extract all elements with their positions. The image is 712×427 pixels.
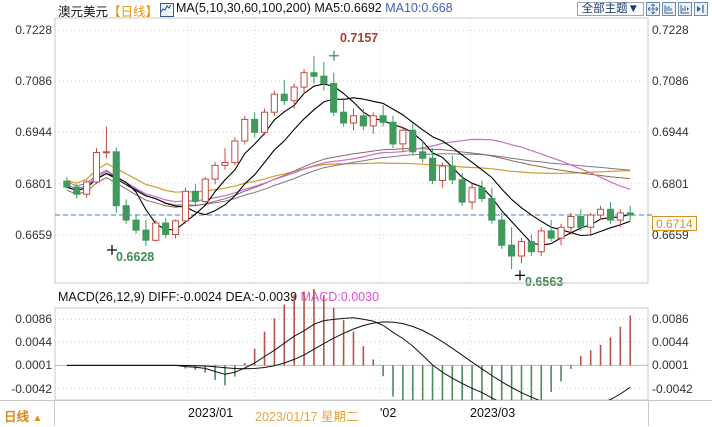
macd-axis-label: -0.0042 — [11, 381, 52, 396]
date-axis-label: 2023/01/17 星期二 — [255, 410, 359, 424]
date-axis-label: 2023/03 — [470, 406, 516, 420]
fit-vertical-icon[interactable] — [662, 2, 676, 16]
date-axis-divider-right — [648, 400, 649, 426]
price-axis-label: 0.6801 — [652, 176, 689, 191]
fit-scale-icon[interactable] — [678, 2, 692, 16]
period-tag-label: 日线 — [4, 410, 30, 424]
ma-legend: MA(5,10,30,60,100,200) MA5:0.6692 MA10:0… — [176, 1, 453, 15]
price-axis-label: 0.7228 — [15, 23, 52, 38]
price-axis-label: 0.7228 — [652, 23, 689, 38]
grid-lines — [54, 17, 649, 401]
ma10-value: MA10:0.668 — [385, 1, 453, 15]
ma-line-icon — [160, 3, 174, 17]
macd-diff: DIFF:-0.0024 — [148, 290, 222, 304]
macd-axis-label: 0.0086 — [15, 312, 52, 327]
macd-axis-label: 0.0044 — [15, 335, 52, 350]
price-axis-label: 0.6944 — [15, 125, 52, 140]
chart-header: 澳元美元【日线】 — [0, 0, 712, 20]
macd-plot — [55, 288, 648, 426]
high-price-annotation: 0.7157 — [340, 31, 379, 45]
crosshair-move-icon[interactable] — [646, 2, 660, 16]
macd-axis-label: 0.0001 — [652, 358, 689, 373]
macd-title: MACD(26,12,9) — [58, 290, 145, 304]
price-axis-label: 0.6659 — [652, 227, 689, 242]
theme-selector-button[interactable]: 全部主题▼ — [576, 2, 644, 16]
price-axis-label: 0.6944 — [652, 125, 689, 140]
date-axis-label: 2023/01 — [188, 406, 234, 420]
macd-legend: MACD(26,12,9) DIFF:-0.0024 DEA:-0.0039 M… — [58, 290, 379, 304]
price-axis-label: 0.6659 — [15, 227, 52, 242]
price-axis-label: 0.6801 — [15, 176, 52, 191]
period-tag-triangle-icon: ▲ — [32, 413, 43, 424]
macd-axis-label: 0.0086 — [652, 312, 689, 327]
symbol-title: 澳元美元【日线】 — [58, 1, 158, 20]
price-axis-label: 0.7086 — [15, 74, 52, 89]
macd-value: MACD:0.0030 — [300, 290, 380, 304]
ma-config-label: MA(5,10,30,60,100,200) — [176, 1, 311, 15]
price-plot — [55, 50, 652, 281]
ma5-value: MA5:0.6692 — [314, 1, 382, 15]
macd-axis-label: 0.0044 — [652, 335, 689, 350]
date-axis: 日线 ▲ 2023/01 2023/01/17 星期二 '02 2023/03 — [0, 400, 712, 427]
symbol-name: 澳元美元 — [58, 5, 109, 19]
period-label: 【日线】 — [108, 5, 159, 19]
date-axis-label: '02 — [380, 406, 397, 420]
low-price-annotation-right: 0.6563 — [525, 275, 564, 289]
date-axis-divider-left — [54, 400, 55, 426]
macd-dea: DEA:-0.0039 — [225, 290, 298, 304]
macd-axis-label: 0.0001 — [15, 358, 52, 373]
macd-axis-label: -0.0042 — [652, 381, 693, 396]
low-price-annotation-left: 0.6628 — [116, 250, 155, 264]
price-axis-label: 0.7086 — [652, 74, 689, 89]
scroll-right-icon[interactable] — [694, 2, 708, 16]
toolbar — [646, 2, 708, 16]
period-tag[interactable]: 日线 ▲ — [4, 406, 42, 425]
current-price-badge: 0.6714 — [652, 216, 697, 231]
